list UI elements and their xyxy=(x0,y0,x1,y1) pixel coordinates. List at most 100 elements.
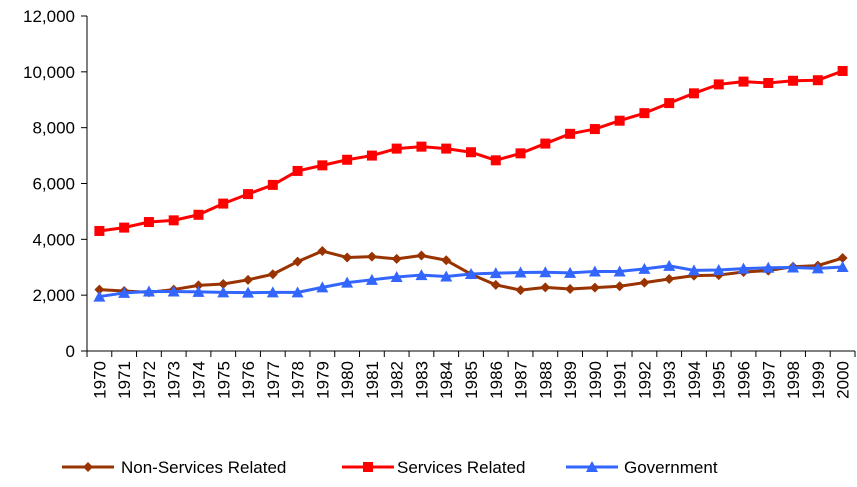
data-point-government xyxy=(291,286,304,298)
data-point-non-services-related xyxy=(540,282,551,293)
data-point-services-related xyxy=(466,147,476,158)
legend: Non-Services Related Services Related Gove… xyxy=(62,458,718,477)
data-point-government xyxy=(514,266,527,278)
data-point-non-services-related xyxy=(317,246,328,257)
data-point-government xyxy=(390,271,403,283)
data-point-services-related xyxy=(267,179,278,190)
y-tick-label: 2,000 xyxy=(32,286,75,305)
data-point-non-services-related xyxy=(614,281,625,292)
x-tick-label: 1986 xyxy=(487,361,506,399)
data-point-government xyxy=(365,273,378,285)
data-point-government xyxy=(539,266,552,278)
legend-swatch-marker xyxy=(586,461,598,472)
data-point-non-services-related xyxy=(292,256,303,267)
x-tick-label: 1981 xyxy=(363,361,382,399)
data-point-services-related xyxy=(664,98,675,109)
series-government xyxy=(93,259,849,302)
x-tick-label: 1983 xyxy=(412,361,431,399)
y-tick-label: 8,000 xyxy=(32,119,75,138)
x-tick-label: 1976 xyxy=(239,361,258,399)
x-tick-label: 1998 xyxy=(784,361,803,399)
data-point-government xyxy=(167,285,180,297)
data-point-non-services-related xyxy=(565,284,576,295)
y-tick-label: 4,000 xyxy=(32,230,75,249)
data-point-government xyxy=(465,267,477,279)
data-point-government xyxy=(613,265,626,277)
x-tick-label: 1977 xyxy=(264,361,283,399)
data-point-government xyxy=(663,259,676,271)
data-point-government xyxy=(266,286,279,298)
data-point-services-related xyxy=(119,222,130,233)
data-point-government xyxy=(564,266,577,278)
data-point-government xyxy=(811,262,824,274)
data-point-services-related xyxy=(540,138,551,149)
x-tick-label: 1988 xyxy=(536,361,555,399)
data-point-services-related xyxy=(168,215,179,226)
data-point-services-related xyxy=(490,155,501,166)
x-tick-label: 1978 xyxy=(289,361,308,399)
data-point-services-related xyxy=(292,165,303,176)
data-point-government xyxy=(762,261,775,273)
series-lines xyxy=(93,65,849,302)
data-point-non-services-related xyxy=(94,284,105,295)
y-tick-label: 6,000 xyxy=(32,175,75,194)
y-tick-label: 0 xyxy=(66,342,75,361)
data-point-government xyxy=(192,285,205,297)
data-point-non-services-related xyxy=(366,251,377,262)
data-point-non-services-related xyxy=(664,273,675,284)
data-point-non-services-related xyxy=(639,277,650,288)
data-point-government xyxy=(93,290,106,302)
data-point-government xyxy=(415,269,428,281)
data-point-government xyxy=(341,276,354,288)
x-tick-label: 1994 xyxy=(685,361,704,399)
data-point-government xyxy=(316,281,329,293)
legend-swatch-marker xyxy=(363,462,373,472)
data-point-services-related xyxy=(639,108,650,119)
data-point-non-services-related xyxy=(416,250,427,261)
x-tick-label: 2000 xyxy=(834,361,853,399)
data-point-services-related xyxy=(763,78,774,88)
x-tick-label: 1970 xyxy=(90,361,109,399)
data-point-government xyxy=(737,262,750,274)
legend-item-government: Government xyxy=(566,458,718,477)
x-tick-label: 1982 xyxy=(388,361,407,399)
legend-label: Government xyxy=(624,458,718,477)
data-point-government xyxy=(242,286,255,298)
x-tick-label: 1990 xyxy=(586,361,605,399)
data-point-services-related xyxy=(614,115,625,126)
data-point-services-related xyxy=(342,154,353,165)
legend-label: Non-Services Related xyxy=(121,458,286,477)
data-point-government xyxy=(440,270,453,282)
x-tick-label: 1984 xyxy=(437,361,456,399)
legend-item-non-services-related: Non-Services Related xyxy=(62,458,286,477)
data-point-services-related xyxy=(565,128,576,139)
x-tick-label: 1974 xyxy=(189,361,208,399)
x-tick-label: 1999 xyxy=(809,361,828,399)
data-point-non-services-related xyxy=(515,285,526,296)
data-point-government xyxy=(638,262,651,274)
y-tick-label: 12,000 xyxy=(23,7,75,26)
x-tick-label: 1992 xyxy=(635,361,654,399)
data-point-services-related xyxy=(713,79,724,90)
data-point-non-services-related xyxy=(490,279,501,290)
series-services-related xyxy=(94,65,848,236)
data-point-services-related xyxy=(193,209,204,220)
x-tick-label: 1993 xyxy=(660,361,679,399)
x-tick-label: 1975 xyxy=(214,361,233,399)
x-axis-ticks: 1970 1971 1972 1973 1974 1975 1976 1977 1978 1979… xyxy=(86,351,856,399)
data-point-government xyxy=(489,267,502,279)
data-point-services-related xyxy=(143,217,154,228)
data-point-government xyxy=(687,264,700,276)
data-point-non-services-related xyxy=(342,252,353,263)
data-point-services-related xyxy=(688,88,699,99)
data-point-services-related xyxy=(738,76,749,87)
x-tick-label: 1997 xyxy=(759,361,778,399)
x-tick-label: 1973 xyxy=(165,361,184,399)
x-tick-label: 1985 xyxy=(462,361,481,399)
y-tick-label: 10,000 xyxy=(23,63,75,82)
data-point-services-related xyxy=(441,143,452,154)
data-point-non-services-related xyxy=(218,279,229,289)
legend-swatch-marker xyxy=(83,462,93,472)
